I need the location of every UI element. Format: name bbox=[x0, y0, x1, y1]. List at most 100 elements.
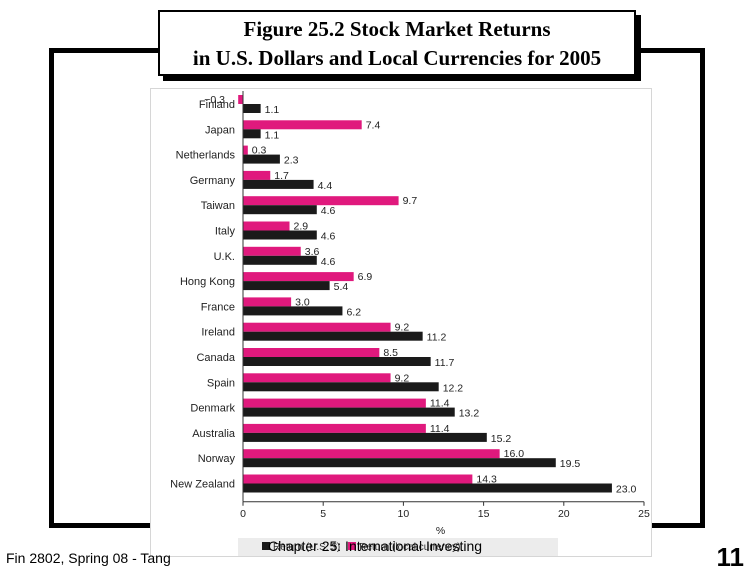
bar-usd bbox=[243, 357, 431, 366]
bar-local bbox=[243, 398, 426, 408]
category-label: Netherlands bbox=[176, 150, 236, 162]
title-line-2: in U.S. Dollars and Local Currencies for… bbox=[192, 46, 602, 70]
value-label-usd: 1.1 bbox=[265, 104, 280, 116]
value-label-local: 1.7 bbox=[274, 170, 289, 182]
bar-usd bbox=[243, 230, 317, 240]
value-label-usd: 12.2 bbox=[443, 382, 464, 394]
bar-local bbox=[243, 322, 391, 332]
value-label-local: 3.6 bbox=[305, 246, 320, 258]
x-tick-label: 15 bbox=[478, 508, 490, 520]
value-label-usd: 11.2 bbox=[427, 332, 447, 344]
value-label-local: 9.2 bbox=[395, 322, 410, 334]
bar-local bbox=[243, 474, 473, 484]
category-label: Canada bbox=[196, 352, 235, 364]
title-line-1: Figure 25.2 Stock Market Returns bbox=[243, 17, 551, 41]
category-label: Taiwan bbox=[201, 200, 235, 212]
bar-usd bbox=[243, 306, 343, 316]
value-label-usd: 13.2 bbox=[459, 408, 480, 420]
footer-chapter: Chapter 25: International Investing bbox=[268, 538, 483, 554]
category-label: New Zealand bbox=[170, 479, 235, 491]
value-label-usd: 2.3 bbox=[284, 155, 299, 167]
x-tick-label: 25 bbox=[638, 508, 650, 520]
category-label: Hong Kong bbox=[180, 276, 235, 288]
category-label: Spain bbox=[207, 377, 235, 389]
bar-local bbox=[243, 297, 292, 307]
value-label-local: 6.9 bbox=[358, 271, 373, 283]
category-label: Australia bbox=[192, 428, 236, 440]
value-label-local: 16.0 bbox=[504, 448, 525, 460]
bar-usd bbox=[243, 129, 261, 139]
value-label-local: 9.7 bbox=[403, 195, 418, 207]
bar-local bbox=[243, 272, 354, 282]
category-label: Finland bbox=[199, 99, 235, 111]
value-label-usd: 6.2 bbox=[346, 306, 361, 318]
value-label-usd: 4.6 bbox=[321, 205, 336, 217]
bar-usd bbox=[243, 382, 439, 392]
category-label: France bbox=[201, 301, 235, 313]
value-label-local: 9.2 bbox=[395, 372, 410, 384]
category-label: U.K. bbox=[214, 251, 235, 263]
x-tick-label: 0 bbox=[240, 508, 246, 520]
value-label-usd: 4.6 bbox=[321, 256, 336, 268]
value-label-usd: 1.1 bbox=[265, 129, 280, 141]
legend-label-usd: Return (U.S. $) bbox=[273, 541, 341, 553]
bar-usd bbox=[243, 331, 423, 341]
category-label: Japan bbox=[205, 124, 235, 136]
x-tick-label: 5 bbox=[320, 508, 326, 520]
value-label-usd: 15.2 bbox=[491, 433, 512, 445]
value-label-usd: 19.5 bbox=[560, 458, 581, 470]
bar-usd bbox=[243, 483, 612, 493]
x-axis-label: % bbox=[436, 525, 445, 537]
category-label: Norway bbox=[198, 453, 236, 465]
bar-usd bbox=[243, 205, 317, 215]
legend-swatch-usd bbox=[262, 541, 270, 550]
chart-panel: Finland −0.3 1.1 Japan 7.4 1.1 Netherlands 0.3 2… bbox=[150, 88, 652, 557]
legend-label-local: Return (local currency) bbox=[359, 541, 461, 553]
category-label: Germany bbox=[190, 175, 236, 187]
bar-local bbox=[243, 196, 399, 206]
value-label-usd: 23.0 bbox=[616, 484, 637, 496]
category-label: Italy bbox=[215, 226, 236, 238]
bar-local bbox=[243, 246, 301, 256]
value-label-usd: 11.7 bbox=[435, 357, 455, 369]
bar-local bbox=[243, 348, 380, 357]
bar-local bbox=[243, 120, 362, 130]
bar-local bbox=[243, 145, 248, 155]
value-label-local: 3.0 bbox=[295, 296, 310, 308]
value-label-usd: 4.6 bbox=[321, 231, 336, 243]
bar-local bbox=[243, 221, 290, 231]
category-label: Ireland bbox=[201, 327, 235, 339]
page-number: 11 bbox=[716, 542, 745, 572]
bar-local bbox=[243, 373, 391, 383]
bar-usd bbox=[243, 458, 556, 468]
bar-usd bbox=[243, 179, 314, 189]
legend-item-usd: Return (U.S. $) bbox=[262, 541, 341, 553]
bar-local bbox=[243, 423, 426, 433]
bar-usd bbox=[243, 104, 261, 113]
bar-local bbox=[243, 449, 500, 459]
value-label-local: 0.3 bbox=[252, 145, 267, 157]
value-label-local: 11.4 bbox=[430, 423, 450, 435]
bar-chart: Finland−0.3 1.1 Japan 7.4 1.1 Netherlands 0.3 2… bbox=[170, 91, 650, 537]
slide-title: Figure 25.2 Stock Market Returns in U.S.… bbox=[158, 10, 636, 76]
value-label-local: 14.3 bbox=[476, 474, 497, 486]
value-label-local: 2.9 bbox=[294, 221, 309, 233]
bar-usd bbox=[243, 154, 280, 164]
legend-item-local: Return (local currency) bbox=[348, 541, 461, 553]
value-label-local: 8.5 bbox=[383, 347, 398, 359]
legend-swatch-local bbox=[348, 541, 357, 550]
x-tick-label: 20 bbox=[558, 508, 570, 520]
bar-usd bbox=[243, 255, 317, 265]
category-label: Denmark bbox=[190, 403, 235, 415]
value-label-local: 7.4 bbox=[366, 119, 381, 131]
bar-usd bbox=[243, 432, 487, 442]
bar-local bbox=[243, 170, 271, 180]
x-tick-label: 10 bbox=[398, 508, 410, 520]
bar-usd bbox=[243, 407, 455, 417]
bar-usd bbox=[243, 281, 330, 291]
value-label-usd: 4.4 bbox=[318, 180, 333, 192]
bar-local bbox=[238, 95, 243, 104]
footer-course: Fin 2802, Spring 08 - Tang bbox=[6, 550, 171, 566]
value-label-local: −0.3 bbox=[204, 94, 225, 106]
chart-legend: Return (U.S. $) Return (local currency) bbox=[238, 538, 558, 556]
